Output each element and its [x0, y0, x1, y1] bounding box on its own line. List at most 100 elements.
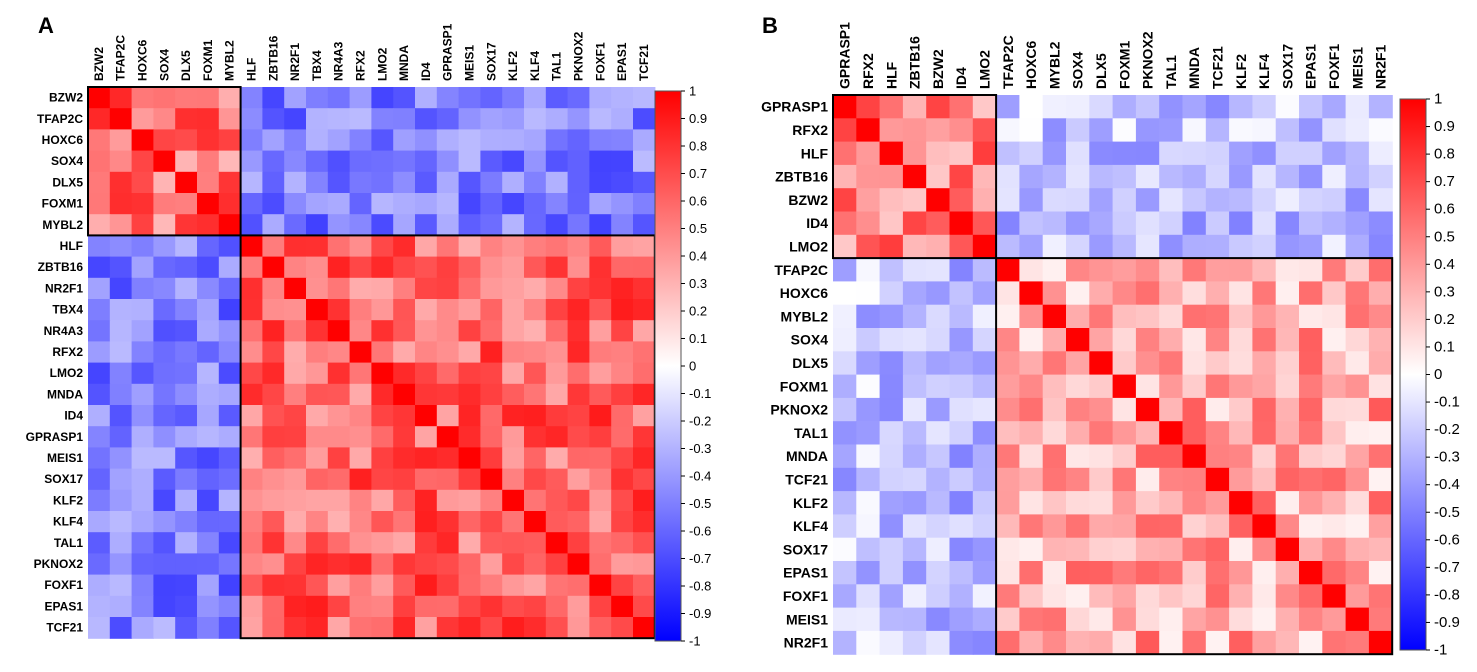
- heatmap-cell: [502, 362, 525, 385]
- heatmap-cell: [1345, 374, 1370, 399]
- heatmap-cell: [589, 150, 612, 173]
- heatmap-cell: [131, 595, 154, 618]
- heatmap-cell: [349, 150, 372, 173]
- heatmap-cell: [949, 584, 974, 609]
- heatmap-cell: [436, 468, 460, 491]
- heatmap-cell: [175, 468, 198, 491]
- colorbar-tick-label: 0.5: [689, 221, 707, 236]
- heatmap-cell: [1322, 351, 1347, 376]
- heatmap-cell: [109, 108, 133, 130]
- heatmap-cell: [1112, 607, 1137, 632]
- heatmap-cell: [1345, 281, 1370, 306]
- heatmap-cell: [240, 532, 263, 554]
- heatmap-cell: [436, 299, 460, 321]
- heatmap-cell: [833, 607, 857, 632]
- colorbar-tick-label: -0.9: [1434, 614, 1460, 631]
- heatmap-cell: [567, 277, 590, 300]
- heatmap-cell: [1135, 514, 1160, 539]
- heatmap-cell: [1322, 141, 1347, 166]
- heatmap-cell: [856, 444, 881, 469]
- heatmap-cell: [833, 630, 857, 655]
- heatmap-cell: [393, 299, 416, 321]
- heatmap-cell: [262, 532, 285, 554]
- heatmap-cell: [1159, 537, 1184, 562]
- column-label: GPRASP1: [837, 22, 853, 89]
- heatmap-cell: [240, 511, 263, 533]
- heatmap-cell: [1252, 234, 1277, 259]
- heatmap-cell: [879, 304, 904, 329]
- heatmap-cell: [567, 214, 590, 236]
- heatmap-cell: [175, 383, 198, 406]
- heatmap-cell: [972, 188, 997, 213]
- heatmap-cell: [371, 574, 394, 597]
- heatmap-cell: [458, 405, 481, 427]
- heatmap-cell: [567, 320, 590, 342]
- heatmap-cell: [349, 277, 372, 300]
- heatmap-cell: [415, 214, 438, 236]
- heatmap-cell: [131, 129, 154, 152]
- heatmap-cell: [349, 129, 372, 152]
- heatmap-cell: [996, 95, 1020, 119]
- heatmap-cell: [131, 235, 154, 258]
- heatmap-cell: [1019, 328, 1044, 352]
- heatmap-cell: [545, 532, 569, 554]
- row-label: KLF2: [793, 495, 828, 511]
- heatmap-cell: [926, 234, 951, 259]
- heatmap-cell: [545, 341, 569, 364]
- heatmap-cell: [109, 256, 133, 279]
- heatmap-cell: [502, 171, 525, 194]
- colorbar-tick-label: 0.2: [1434, 311, 1455, 328]
- heatmap-cell: [415, 383, 438, 406]
- heatmap-cell: [88, 617, 111, 639]
- heatmap-cell: [1252, 328, 1277, 352]
- heatmap-cell: [545, 235, 569, 258]
- heatmap-cell: [833, 281, 857, 306]
- heatmap-cell: [458, 468, 481, 491]
- heatmap-cell: [1159, 258, 1184, 282]
- heatmap-cell: [480, 362, 503, 385]
- heatmap-cell: [589, 193, 612, 215]
- heatmap-cell: [393, 553, 416, 576]
- heatmap-cell: [949, 491, 974, 515]
- heatmap-cell: [175, 489, 198, 512]
- heatmap-cell: [197, 511, 220, 533]
- heatmap-cell: [633, 214, 656, 236]
- row-label: MNDA: [47, 387, 83, 401]
- heatmap-cell: [633, 511, 656, 533]
- heatmap-cell: [262, 383, 285, 406]
- heatmap-cell: [1159, 351, 1184, 376]
- heatmap-cell: [589, 362, 612, 385]
- heatmap-cell: [567, 447, 590, 470]
- heatmap-cell: [284, 277, 307, 300]
- heatmap-cell: [1019, 304, 1044, 329]
- cluster-2-box: [995, 257, 1394, 656]
- heatmap-cell: [926, 630, 951, 655]
- heatmap-cell: [436, 383, 460, 406]
- column-label: MYBL2: [1046, 41, 1062, 89]
- row-label: TAL1: [794, 425, 828, 441]
- heatmap-cell: [131, 574, 154, 597]
- heatmap-cell: [1252, 397, 1277, 422]
- row-label: PKNOX2: [34, 557, 84, 571]
- heatmap-cell: [996, 118, 1020, 143]
- heatmap-cell: [567, 362, 590, 385]
- heatmap-cell: [545, 150, 569, 173]
- heatmap-cell: [480, 129, 503, 152]
- heatmap-cell: [109, 426, 133, 448]
- heatmap-cell: [415, 277, 438, 300]
- heatmap-cell: [1205, 537, 1230, 562]
- heatmap-cell: [567, 299, 590, 321]
- heatmap-cell: [1345, 584, 1370, 609]
- heatmap-cell: [1089, 211, 1114, 236]
- heatmap-cell: [1345, 467, 1370, 492]
- heatmap-cell: [175, 553, 198, 576]
- heatmap-cell: [1368, 514, 1393, 539]
- heatmap-cell: [1252, 141, 1277, 166]
- heatmap-cell: [306, 405, 329, 427]
- column-label: HLF: [883, 61, 899, 89]
- heatmap-cell: [240, 405, 263, 427]
- colorbar-tick-label: -0.9: [689, 606, 711, 621]
- heatmap-cell: [458, 235, 481, 258]
- heatmap-cell: [1229, 421, 1253, 446]
- heatmap-cell: [240, 468, 263, 491]
